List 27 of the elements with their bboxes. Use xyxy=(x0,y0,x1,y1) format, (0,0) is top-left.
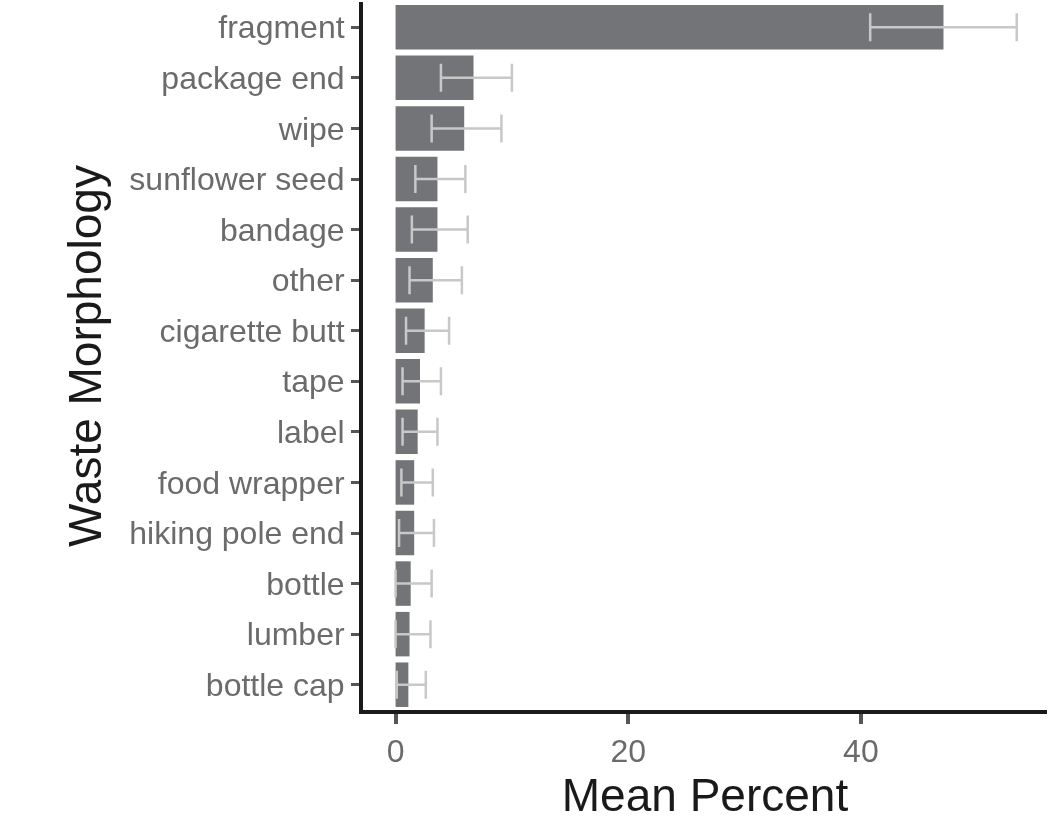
y-tick-label: sunflower seed xyxy=(129,161,345,198)
y-tick-label: bottle xyxy=(266,565,345,602)
bar xyxy=(395,5,944,50)
bar xyxy=(395,106,465,151)
y-tick-label: other xyxy=(271,262,345,299)
x-tick-label: 20 xyxy=(610,733,647,770)
y-axis-title: Waste Morphology xyxy=(59,165,112,547)
bar xyxy=(395,308,425,353)
y-tick-label: cigarette butt xyxy=(159,312,345,349)
y-tick-label: food wrapper xyxy=(157,464,345,501)
bar xyxy=(395,207,438,252)
y-tick-label: label xyxy=(276,414,345,451)
y-tick-label: bottle cap xyxy=(205,666,345,703)
y-tick-label: fragment xyxy=(218,9,345,46)
x-tick-label: 0 xyxy=(386,733,405,770)
x-tick-label: 40 xyxy=(843,733,879,770)
bar xyxy=(395,257,433,303)
y-tick-label: wipe xyxy=(277,110,345,147)
y-tick-label: tape xyxy=(282,363,345,400)
y-tick-label: package end xyxy=(161,60,345,97)
x-axis-title: Mean Percent xyxy=(561,769,849,822)
y-tick-label: hiking pole end xyxy=(129,515,345,552)
bar xyxy=(395,611,410,657)
bar xyxy=(395,55,474,101)
y-tick-label: lumber xyxy=(246,616,345,653)
y-tick-label: bandage xyxy=(220,211,345,248)
bar xyxy=(395,156,438,202)
